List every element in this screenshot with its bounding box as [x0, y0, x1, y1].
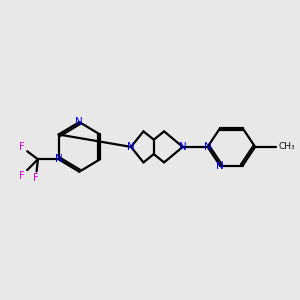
Text: N: N — [204, 142, 212, 152]
Text: F: F — [19, 171, 24, 181]
Text: N: N — [55, 154, 62, 164]
Text: F: F — [19, 142, 24, 152]
Text: N: N — [127, 142, 135, 152]
Text: N: N — [216, 160, 224, 170]
Text: N: N — [75, 117, 83, 127]
Text: CH₃: CH₃ — [279, 142, 296, 152]
Text: F: F — [33, 173, 39, 183]
Text: N: N — [179, 142, 187, 152]
